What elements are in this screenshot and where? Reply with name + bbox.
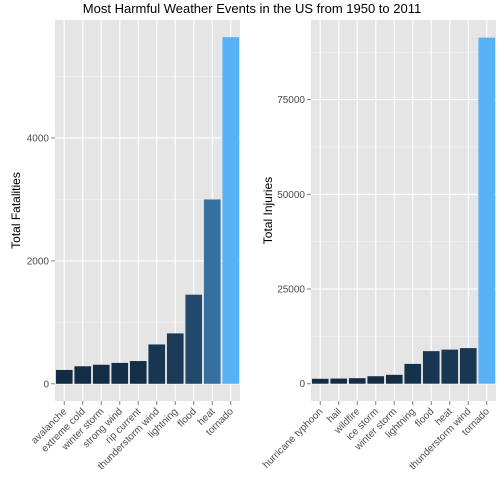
bar-flood xyxy=(422,351,440,384)
bar-hail xyxy=(330,378,348,384)
y-tick-label: 0 xyxy=(43,379,49,390)
bar-winter-storm xyxy=(385,374,403,384)
bar-thunderstorm-wind xyxy=(459,348,477,384)
y-tick-label: 0 xyxy=(299,379,305,390)
bar-lightning xyxy=(404,363,422,384)
y-tick-label: 75000 xyxy=(277,95,305,106)
x-tick-label: flood xyxy=(413,406,436,429)
bar-winter-storm xyxy=(92,364,110,384)
bar-strong-wind xyxy=(111,362,129,384)
bar-extreme-cold xyxy=(74,366,92,384)
y-axis-title: Total Injuries xyxy=(261,177,275,244)
bar-ice-storm xyxy=(367,376,385,384)
bar-rip-current xyxy=(129,361,147,384)
bar-heat xyxy=(203,199,221,384)
y-tick-label: 25000 xyxy=(277,285,305,296)
y-tick-label: 2000 xyxy=(27,256,50,267)
bar-tornado xyxy=(222,37,240,384)
y-tick-label: 4000 xyxy=(27,133,50,144)
bar-tornado xyxy=(478,37,496,384)
x-tick-label: flood xyxy=(176,406,199,429)
bar-avalanche xyxy=(55,369,73,384)
x-tick-label: hurricane typhoon xyxy=(261,406,325,470)
bar-hurricane-typhoon xyxy=(311,378,329,384)
bar-flood xyxy=(185,294,203,384)
chart-title: Most Harmful Weather Events in the US fr… xyxy=(82,1,422,16)
bar-wildfire xyxy=(348,378,366,384)
y-axis-title: Total Fatalities xyxy=(9,172,23,249)
bar-lightning xyxy=(166,333,184,384)
bar-heat xyxy=(441,349,459,384)
plot-background xyxy=(311,20,496,401)
bar-thunderstorm-wind xyxy=(148,344,166,384)
y-tick-label: 50000 xyxy=(277,190,305,201)
